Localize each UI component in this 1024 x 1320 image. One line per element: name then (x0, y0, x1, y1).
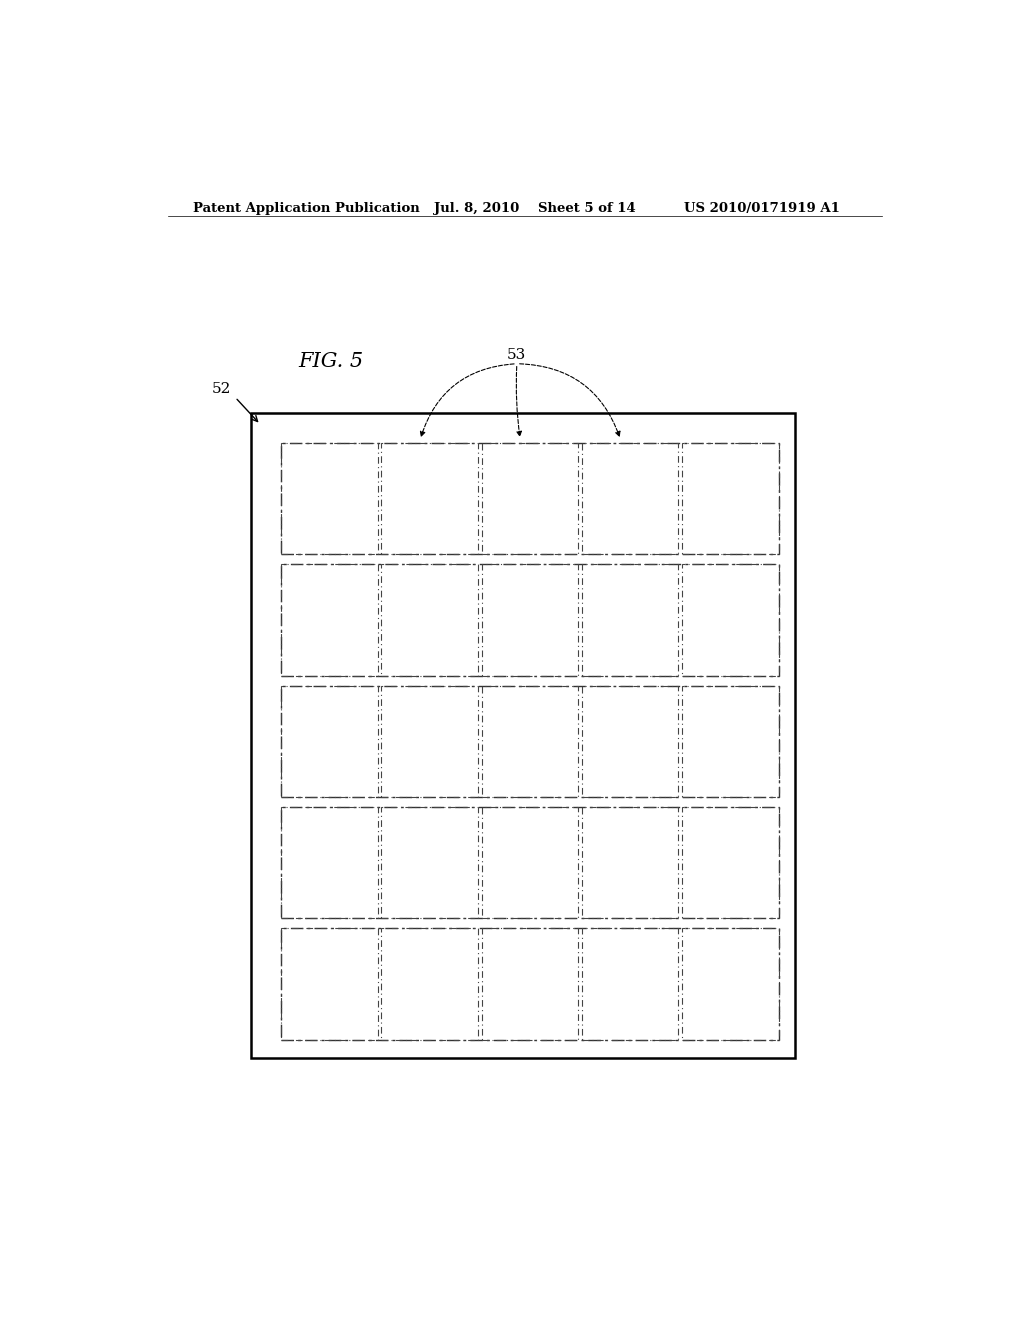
Bar (682, 685, 778, 797)
Bar (481, 444, 579, 554)
Bar (251, 413, 795, 1057)
Bar (682, 807, 778, 919)
Text: US 2010/0171919 A1: US 2010/0171919 A1 (684, 202, 840, 215)
Bar (582, 444, 679, 554)
Bar (682, 444, 778, 554)
Bar (582, 807, 679, 919)
Bar (382, 928, 478, 1040)
Bar (282, 807, 378, 919)
Text: Jul. 8, 2010: Jul. 8, 2010 (433, 202, 519, 215)
Bar (582, 565, 679, 676)
Bar (481, 928, 579, 1040)
Text: 52: 52 (212, 381, 231, 396)
Bar (282, 444, 778, 554)
Text: Patent Application Publication: Patent Application Publication (194, 202, 420, 215)
Bar (582, 928, 679, 1040)
Text: 53: 53 (507, 347, 526, 362)
Bar (282, 928, 778, 1040)
Bar (282, 685, 778, 797)
Bar (582, 685, 679, 797)
Bar (382, 685, 478, 797)
Bar (282, 807, 778, 919)
Text: FIG. 5: FIG. 5 (299, 352, 364, 371)
Bar (481, 807, 579, 919)
Bar (682, 565, 778, 676)
Bar (282, 685, 378, 797)
Text: Sheet 5 of 14: Sheet 5 of 14 (539, 202, 636, 215)
Bar (282, 565, 378, 676)
Bar (382, 807, 478, 919)
Bar (282, 928, 378, 1040)
Bar (282, 565, 778, 676)
Bar (481, 685, 579, 797)
Bar (382, 444, 478, 554)
Bar (382, 565, 478, 676)
Bar (481, 565, 579, 676)
Bar (682, 928, 778, 1040)
Bar (282, 444, 378, 554)
